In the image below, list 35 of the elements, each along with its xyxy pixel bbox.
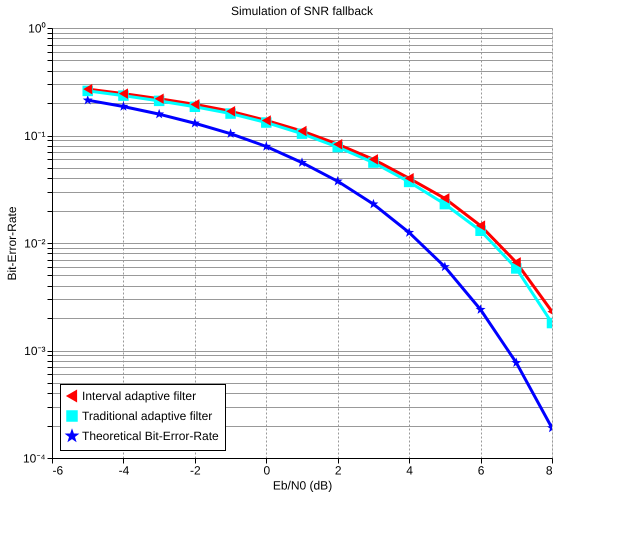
chart-title: Simulation of SNR fallback (230, 4, 374, 18)
point (297, 126, 307, 136)
point (512, 257, 521, 268)
y-tick-label: 10⁻⁴ (22, 452, 46, 466)
x-tick-label: -4 (118, 464, 130, 478)
x-tick-label: 2 (334, 464, 342, 478)
point (82, 94, 93, 104)
y-tick-label: 10⁻³ (24, 344, 46, 358)
point (511, 357, 522, 367)
x-tick-label: 4 (406, 464, 414, 478)
y-tick-label: 10⁰ (28, 22, 46, 36)
legend-label: Interval adaptive filter (82, 389, 196, 403)
point (440, 193, 450, 204)
point (190, 99, 200, 110)
x-tick-label: 8 (546, 464, 553, 478)
point (404, 227, 414, 237)
x-tick-label: 0 (263, 464, 270, 478)
x-axis-title: Eb/N0 (dB) (272, 478, 332, 492)
point (368, 198, 378, 208)
point (440, 262, 450, 272)
legend-label: Traditional adaptive filter (82, 409, 212, 423)
point (297, 157, 307, 167)
y-axis-title: Bit-Error-Rate (4, 206, 19, 281)
point (476, 304, 486, 314)
point (476, 220, 486, 231)
x-tick-label: -2 (190, 464, 202, 478)
x-tick-label: -6 (52, 464, 64, 478)
point (333, 138, 342, 150)
point (154, 93, 164, 104)
y-tick-label: 10⁻² (24, 236, 46, 250)
legend-label: Theoretical Bit-Error-Rate (82, 429, 220, 443)
point (368, 154, 378, 165)
point (404, 173, 414, 184)
y-tick-label: 10⁻¹ (24, 129, 46, 143)
x-tick-label: 6 (478, 464, 485, 478)
